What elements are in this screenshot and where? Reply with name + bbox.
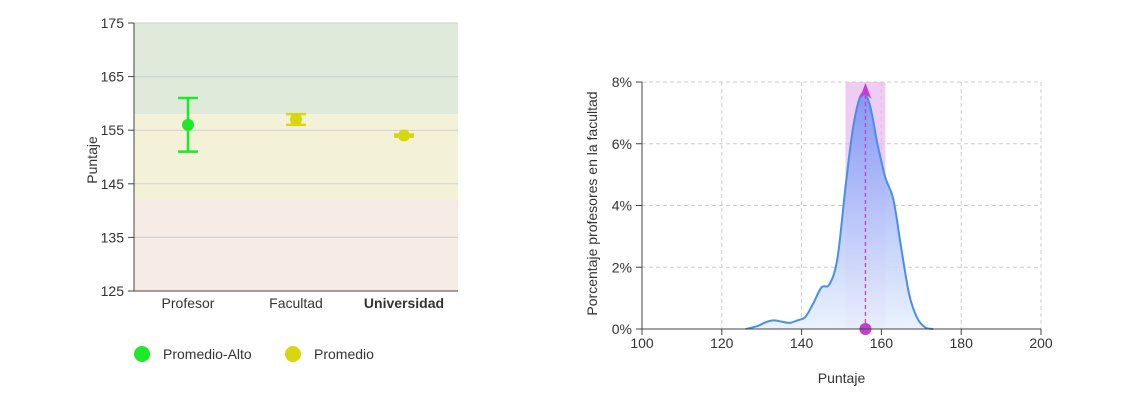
mean-marker (398, 129, 410, 142)
distribution-line (745, 92, 934, 330)
mean-marker (182, 118, 194, 131)
legend-item-1: Promedio (285, 346, 374, 362)
legend-label: Promedio-Alto (163, 346, 252, 362)
x-tick-label: 200 (1029, 335, 1053, 351)
y-tick-label: 155 (101, 122, 125, 138)
y-axis-title: Porcentaje profesores en la facultad (584, 91, 600, 315)
x-tick-label: 140 (790, 335, 814, 351)
x-tick-label: 100 (630, 335, 654, 351)
range-point-facultad (286, 112, 306, 127)
y-tick-label: 135 (101, 229, 125, 245)
x-tick-label: 180 (950, 335, 974, 351)
range-point-profesor (178, 96, 198, 153)
x-tick-label-profesor: Profesor (162, 295, 215, 311)
y-axis-title: Puntaje (84, 136, 100, 184)
legend-label: Promedio (314, 346, 374, 362)
y-tick-label: 125 (101, 283, 125, 299)
distribution-area (745, 93, 934, 329)
y-tick-label: 6% (612, 136, 632, 152)
y-tick-label: 175 (101, 15, 125, 31)
range-point-universidad (394, 129, 414, 142)
y-tick-label: 165 (101, 69, 125, 85)
x-axis-title: Puntaje (818, 370, 866, 386)
x-tick-label-facultad: Facultad (269, 295, 323, 311)
y-tick-label: 4% (612, 198, 632, 214)
y-tick-label: 145 (101, 176, 125, 192)
legend-swatch (285, 346, 301, 362)
mean-marker (290, 113, 302, 126)
y-tick-label: 8% (612, 74, 632, 90)
legend-swatch (134, 346, 150, 362)
x-tick-label: 120 (710, 335, 734, 351)
zone-band-2 (134, 199, 458, 291)
x-tick-label-universidad: Universidad (364, 295, 444, 311)
professor-score-arrow (859, 83, 872, 99)
score-range-chart: 125 135 145 155 165 175 Profesor Facultad Unive… (84, 15, 458, 362)
distribution-chart: 100 120 140 160 180 200 0% 2% 4% 6% 8% Puntaje Po… (584, 74, 1053, 386)
legend-item-0: Promedio-Alto (134, 346, 252, 362)
x-tick-label: 160 (870, 335, 894, 351)
zone-band-0 (134, 23, 458, 115)
y-tick-label: 2% (612, 259, 632, 275)
y-tick-label: 0% (612, 321, 632, 337)
